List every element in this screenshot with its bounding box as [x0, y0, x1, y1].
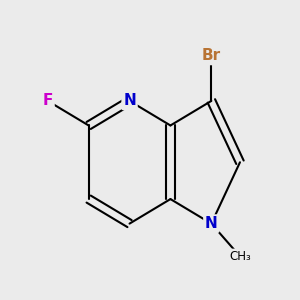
- Text: N: N: [123, 93, 136, 108]
- Text: N: N: [205, 216, 218, 231]
- Text: CH₃: CH₃: [229, 250, 251, 263]
- Text: Br: Br: [202, 48, 221, 63]
- Text: F: F: [43, 93, 53, 108]
